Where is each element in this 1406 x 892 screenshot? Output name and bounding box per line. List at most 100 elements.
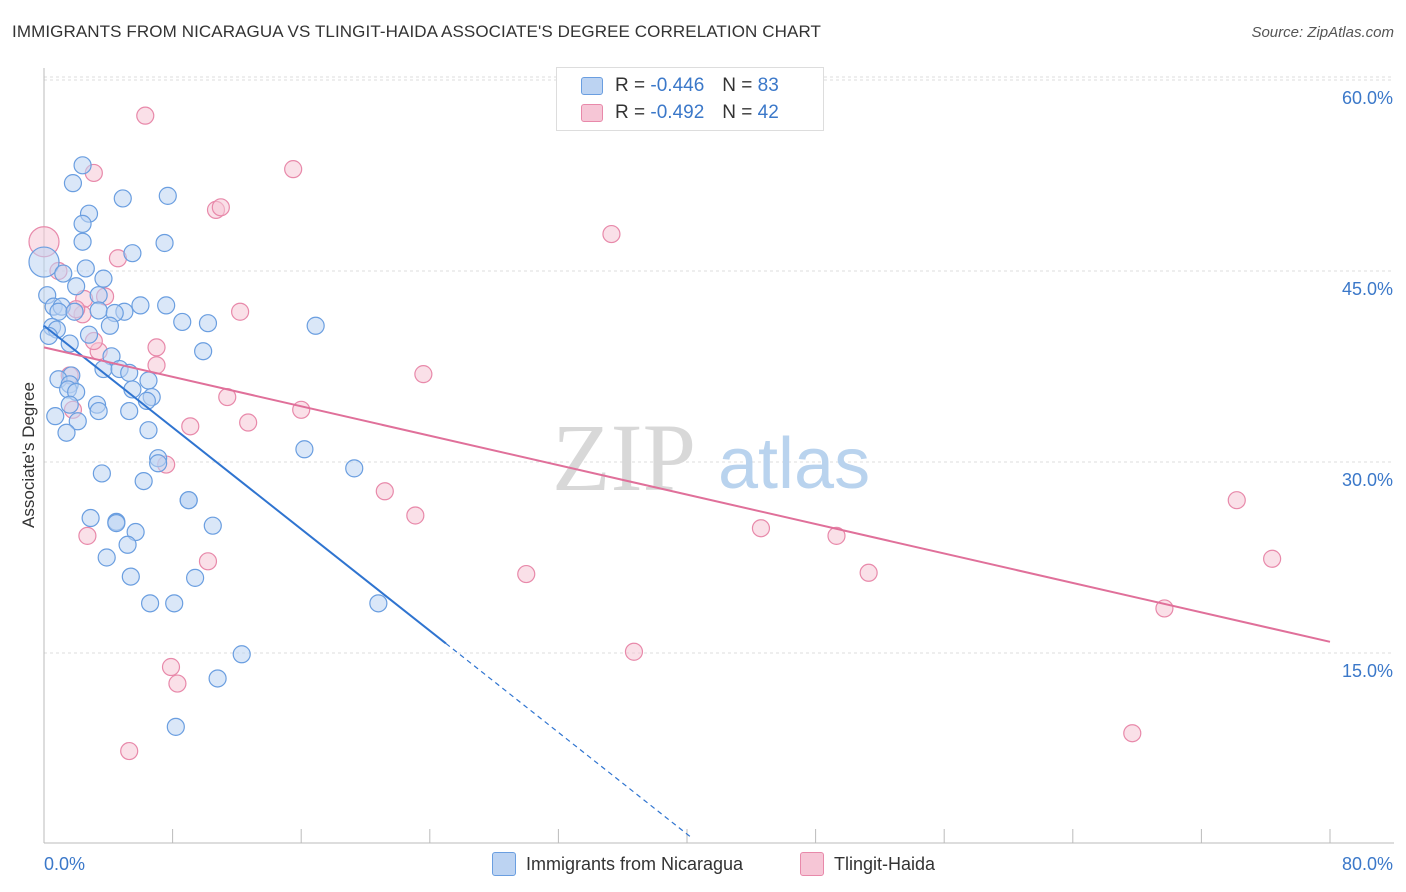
data-point-nicaragua <box>79 325 99 344</box>
legend-r-blue: -0.446 <box>650 75 705 96</box>
watermark-atlas: atlas <box>718 424 870 504</box>
data-point-tlingit-haida <box>406 506 425 525</box>
axes <box>43 68 1394 844</box>
data-point-nicaragua <box>89 301 108 320</box>
legend-n-blue: 83 <box>757 75 779 96</box>
data-point-tlingit-haida <box>1227 491 1246 510</box>
data-point-tlingit-haida <box>231 302 250 321</box>
data-point-nicaragua <box>203 516 222 535</box>
data-point-tlingit-haida <box>1263 549 1282 568</box>
data-point-tlingit-haida <box>168 674 187 693</box>
data-point-nicaragua <box>165 594 184 613</box>
data-point-nicaragua <box>120 401 139 421</box>
legend-n-label: N = <box>722 102 753 123</box>
legend-r-label: R = <box>615 102 646 123</box>
trend-line-nicaragua <box>43 324 447 645</box>
data-point-nicaragua <box>46 407 65 426</box>
data-point-nicaragua <box>295 440 314 459</box>
data-point-nicaragua <box>73 214 92 233</box>
data-point-nicaragua <box>198 314 218 333</box>
grid-lines <box>44 76 1394 654</box>
data-point-nicaragua <box>57 423 76 442</box>
x-tick-label: 0.0% <box>44 854 85 874</box>
data-point-nicaragua <box>118 535 137 554</box>
data-point-nicaragua <box>166 717 185 736</box>
data-point-nicaragua <box>179 491 198 510</box>
data-point-tlingit-haida <box>751 519 771 538</box>
bottom-legend-pink: Tlingit-Haida <box>800 852 935 876</box>
y-tick-label: 45.0% <box>1342 279 1393 299</box>
data-point-nicaragua <box>345 459 364 478</box>
data-point-tlingit-haida <box>78 526 97 545</box>
data-point-nicaragua <box>54 264 73 283</box>
series-nicaragua <box>28 156 388 736</box>
trend-line-nicaragua-extension <box>445 642 693 839</box>
legend-swatch-pink <box>581 104 603 122</box>
legend-r-label: R = <box>615 75 646 96</box>
data-point-nicaragua <box>208 669 227 688</box>
data-point-nicaragua <box>107 514 126 533</box>
data-point-nicaragua <box>89 401 108 421</box>
data-point-nicaragua <box>123 244 142 263</box>
data-point-nicaragua <box>186 568 205 587</box>
source-label: Source: ZipAtlas.com <box>1251 24 1394 41</box>
data-point-nicaragua <box>94 269 113 288</box>
data-point-nicaragua <box>73 156 92 175</box>
data-point-tlingit-haida <box>120 741 139 761</box>
data-point-nicaragua <box>155 233 174 253</box>
bottom-legend-label-pink: Tlingit-Haida <box>834 853 936 874</box>
watermark: ZIP atlas <box>552 404 870 511</box>
data-point-nicaragua <box>306 316 325 335</box>
data-point-tlingit-haida <box>375 482 394 501</box>
data-point-nicaragua <box>113 189 132 208</box>
data-point-tlingit-haida <box>161 657 181 677</box>
data-point-nicaragua <box>140 594 160 613</box>
data-point-tlingit-haida <box>147 338 166 357</box>
bottom-legend-swatch-blue <box>492 852 516 876</box>
data-point-nicaragua <box>81 508 100 528</box>
y-tick-label: 15.0% <box>1342 661 1393 681</box>
data-point-tlingit-haida <box>624 642 644 661</box>
legend-n-pink: 42 <box>757 102 779 123</box>
data-point-nicaragua <box>194 342 213 361</box>
legend-r-pink: -0.492 <box>650 102 705 123</box>
bottom-legend-swatch-pink <box>800 852 824 876</box>
data-point-nicaragua <box>89 286 108 305</box>
data-point-tlingit-haida <box>211 198 230 217</box>
trend-lines <box>43 324 1331 839</box>
data-point-tlingit-haida <box>827 526 846 545</box>
data-point-tlingit-haida <box>284 160 303 179</box>
legend-swatch-blue <box>581 77 603 95</box>
data-point-nicaragua <box>232 645 251 664</box>
y-tick-label: 30.0% <box>1342 470 1393 490</box>
data-point-nicaragua <box>92 464 111 483</box>
data-point-nicaragua <box>76 259 95 278</box>
data-point-nicaragua <box>158 186 177 205</box>
data-point-tlingit-haida <box>602 224 621 244</box>
data-point-tlingit-haida <box>859 563 878 582</box>
data-point-nicaragua <box>65 302 84 321</box>
data-point-tlingit-haida <box>1123 724 1142 743</box>
trend-line-tlingit-haida <box>43 346 1331 643</box>
data-point-nicaragua <box>121 567 140 586</box>
legend-row-pink: R = -0.492 N = 42 <box>581 100 779 126</box>
y-tick-label: 60.0% <box>1342 88 1393 108</box>
watermark-zip: ZIP <box>552 404 696 511</box>
data-point-nicaragua <box>157 296 176 315</box>
data-point-nicaragua <box>173 312 192 332</box>
tick-labels: 15.0% 30.0% 45.0% 60.0% 0.0% 80.0% <box>44 88 1393 874</box>
data-point-tlingit-haida <box>292 400 311 419</box>
data-point-nicaragua <box>139 371 158 390</box>
legend-n-label: N = <box>722 75 753 96</box>
data-point-nicaragua <box>28 246 60 278</box>
chart-title: IMMIGRANTS FROM NICARAGUA VS TLINGIT-HAI… <box>12 22 822 41</box>
data-point-nicaragua <box>97 548 116 567</box>
data-point-tlingit-haida <box>198 552 218 571</box>
bottom-legend-label-blue: Immigrants from Nicaragua <box>526 853 744 874</box>
data-point-nicaragua <box>63 174 83 193</box>
legend-box: R = -0.446 N = 83 R = -0.492 N = 42 <box>556 67 824 131</box>
data-point-tlingit-haida <box>414 365 433 384</box>
data-point-tlingit-haida <box>181 417 200 436</box>
data-point-nicaragua <box>60 334 79 353</box>
